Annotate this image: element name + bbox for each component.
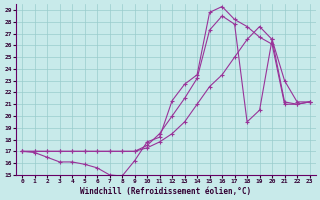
X-axis label: Windchill (Refroidissement éolien,°C): Windchill (Refroidissement éolien,°C) [80,187,252,196]
